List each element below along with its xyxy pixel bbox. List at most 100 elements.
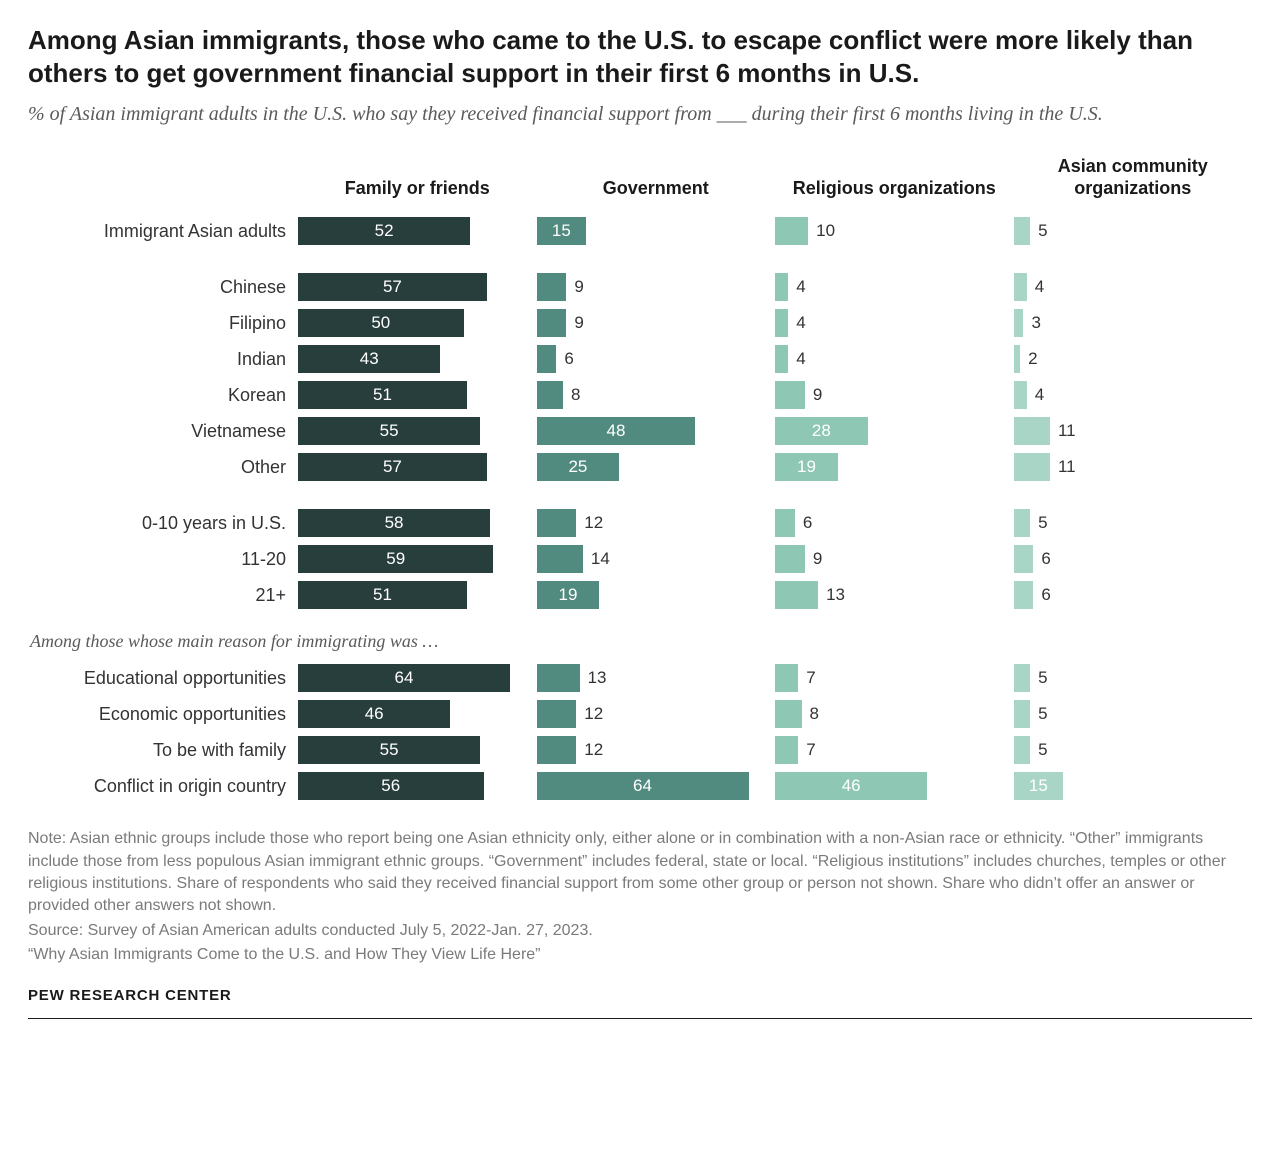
column-header: Religious organizations	[775, 178, 1014, 200]
bar: 25	[537, 453, 620, 481]
bar	[775, 217, 808, 245]
bar: 28	[775, 417, 868, 445]
bar-wrap: 55	[298, 736, 537, 764]
data-cell: 51	[298, 581, 537, 609]
table-row: Educational opportunities641375	[28, 660, 1252, 696]
bar-value: 8	[571, 385, 580, 405]
bar-value: 11	[1058, 457, 1076, 477]
bar: 64	[298, 664, 510, 692]
data-cell: 5	[1014, 736, 1253, 764]
data-cell: 12	[537, 700, 776, 728]
data-cell: 11	[1014, 453, 1253, 481]
bar: 51	[298, 581, 467, 609]
chart-source: Source: Survey of Asian American adults …	[28, 920, 1252, 942]
bar-wrap: 6	[537, 345, 776, 373]
bar-wrap: 6	[1014, 545, 1253, 573]
bar-value: 12	[584, 704, 603, 724]
bar	[1014, 700, 1031, 728]
bar-wrap: 55	[298, 417, 537, 445]
bar-wrap: 8	[537, 381, 776, 409]
bar-wrap: 52	[298, 217, 537, 245]
bar-value: 56	[381, 776, 400, 796]
bar-wrap: 9	[775, 381, 1014, 409]
bar-value: 52	[375, 221, 394, 241]
bar-wrap: 5	[1014, 217, 1253, 245]
bar-value: 19	[559, 585, 578, 605]
row-label: To be with family	[28, 740, 298, 761]
bar-wrap: 46	[298, 700, 537, 728]
bar: 51	[298, 381, 467, 409]
bar-value: 57	[383, 457, 402, 477]
bar-wrap: 57	[298, 453, 537, 481]
table-row: Indian43642	[28, 341, 1252, 377]
bar-value: 5	[1038, 668, 1047, 688]
bar-wrap: 15	[537, 217, 776, 245]
bar	[1014, 417, 1050, 445]
row-label: Indian	[28, 349, 298, 370]
bar-wrap: 13	[537, 664, 776, 692]
data-cell: 64	[537, 772, 776, 800]
bar-value: 5	[1038, 704, 1047, 724]
data-cell: 56	[298, 772, 537, 800]
bar-value: 12	[584, 740, 603, 760]
bar-value: 15	[552, 221, 571, 241]
bar	[775, 381, 805, 409]
data-cell: 11	[1014, 417, 1253, 445]
bar-value: 58	[385, 513, 404, 533]
bar	[775, 736, 798, 764]
table-row: Vietnamese55482811	[28, 413, 1252, 449]
bar-value: 11	[1058, 421, 1076, 441]
bar-value: 2	[1028, 349, 1037, 369]
bar-value: 50	[371, 313, 390, 333]
data-cell: 12	[537, 509, 776, 537]
bar	[537, 736, 577, 764]
data-cell: 51	[298, 381, 537, 409]
bar-wrap: 7	[775, 736, 1014, 764]
row-label: Vietnamese	[28, 421, 298, 442]
bar-wrap: 57	[298, 273, 537, 301]
bar-value: 55	[380, 421, 399, 441]
bar-wrap: 64	[298, 664, 537, 692]
bar-value: 14	[591, 549, 610, 569]
row-label: Conflict in origin country	[28, 776, 298, 797]
bar: 59	[298, 545, 493, 573]
bar: 57	[298, 453, 487, 481]
bar-value: 55	[380, 740, 399, 760]
bar	[1014, 664, 1031, 692]
bar	[537, 545, 583, 573]
bar-value: 6	[1041, 585, 1050, 605]
row-label: Korean	[28, 385, 298, 406]
data-cell: 64	[298, 664, 537, 692]
row-label: Chinese	[28, 277, 298, 298]
bar-wrap: 12	[537, 700, 776, 728]
bar-value: 13	[588, 668, 607, 688]
bar-value: 64	[633, 776, 652, 796]
bar-wrap: 56	[298, 772, 537, 800]
bar-wrap: 43	[298, 345, 537, 373]
bar-value: 4	[1035, 385, 1044, 405]
bar: 19	[775, 453, 838, 481]
bar: 46	[775, 772, 927, 800]
bar	[1014, 273, 1027, 301]
row-label: Immigrant Asian adults	[28, 221, 298, 242]
bar: 55	[298, 736, 480, 764]
bar-wrap: 15	[1014, 772, 1253, 800]
bar-value: 9	[574, 313, 583, 333]
bar-wrap: 10	[775, 217, 1014, 245]
data-cell: 15	[537, 217, 776, 245]
bar	[1014, 345, 1021, 373]
bar	[1014, 217, 1031, 245]
bar: 57	[298, 273, 487, 301]
bar-value: 59	[386, 549, 405, 569]
bar	[1014, 736, 1031, 764]
bar-wrap: 50	[298, 309, 537, 337]
data-cell: 59	[298, 545, 537, 573]
bar	[775, 345, 788, 373]
bar-value: 5	[1038, 740, 1047, 760]
table-row: Economic opportunities461285	[28, 696, 1252, 732]
data-cell: 58	[298, 509, 537, 537]
row-label: Economic opportunities	[28, 704, 298, 725]
data-cell: 9	[775, 545, 1014, 573]
row-label: Filipino	[28, 313, 298, 334]
bar-wrap: 14	[537, 545, 776, 573]
